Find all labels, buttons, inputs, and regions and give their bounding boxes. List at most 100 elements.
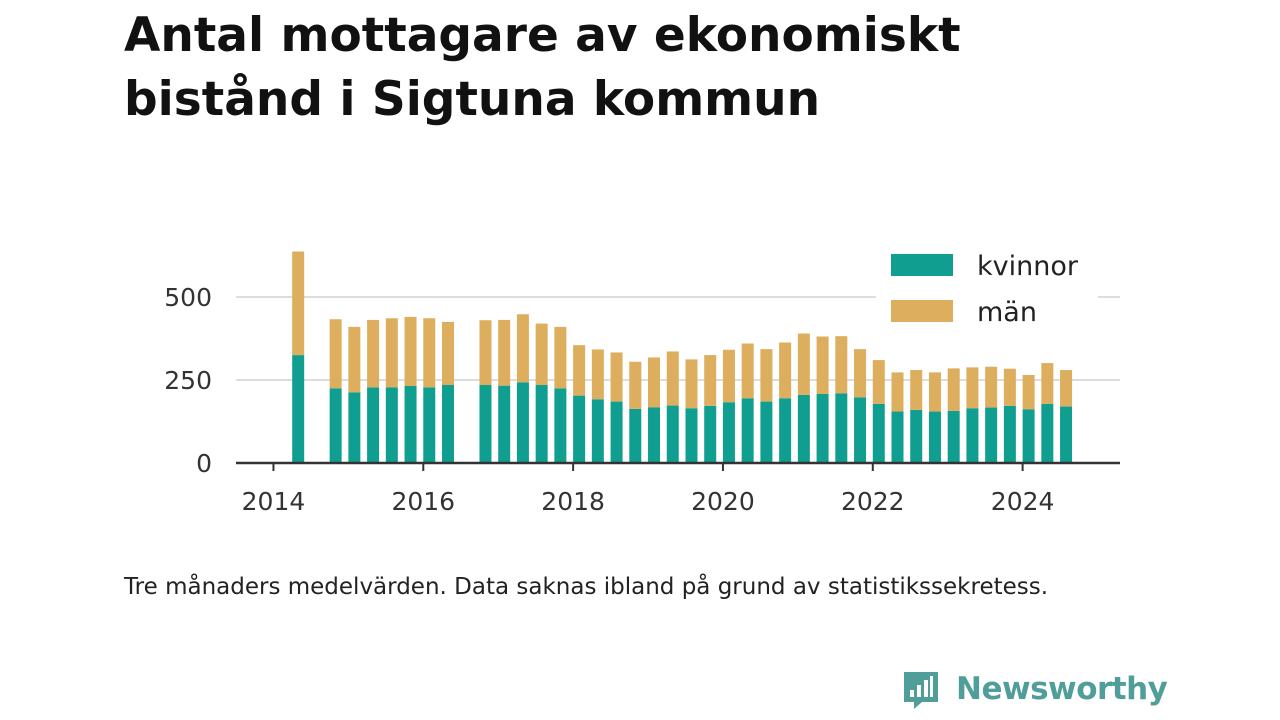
- bar-kvinnor-5: [404, 385, 417, 463]
- bar-man-33: [947, 368, 960, 411]
- bar-chart-badge-icon: [904, 672, 938, 709]
- y-tick-label-0: 0: [196, 449, 212, 478]
- bar-man-27: [835, 336, 848, 394]
- bar-man-6: [423, 318, 436, 388]
- bar-kvinnor-11: [535, 384, 548, 463]
- bar-man-21: [722, 349, 735, 403]
- bar-kvinnor-28: [854, 397, 867, 463]
- legend-swatch-man: [891, 300, 953, 322]
- bar-kvinnor-36: [1003, 405, 1016, 463]
- bar-kvinnor-0: [292, 355, 305, 463]
- bar-man-12: [554, 326, 567, 389]
- bar-man-17: [648, 357, 661, 408]
- bar-man-32: [928, 372, 941, 412]
- bar-man-30: [891, 372, 904, 412]
- bar-man-10: [516, 314, 529, 383]
- y-tick-label-500: 500: [164, 283, 212, 312]
- bar-man-26: [816, 336, 829, 394]
- bar-kvinnor-1: [329, 388, 342, 463]
- bar-kvinnor-19: [685, 408, 698, 463]
- bar-man-28: [854, 349, 867, 398]
- bar-kvinnor-30: [891, 411, 904, 463]
- bar-man-11: [535, 323, 548, 385]
- bar-man-34: [966, 367, 979, 409]
- bar-kvinnor-6: [423, 387, 436, 463]
- bar-man-5: [404, 316, 417, 386]
- bar-man-37: [1022, 375, 1035, 410]
- bar-man-19: [685, 359, 698, 409]
- bar-kvinnor-17: [648, 407, 661, 463]
- bar-kvinnor-35: [985, 407, 998, 463]
- bar-kvinnor-32: [928, 411, 941, 463]
- bar-man-20: [704, 355, 717, 406]
- bar-man-29: [872, 360, 885, 404]
- bar-kvinnor-34: [966, 408, 979, 463]
- legend: kvinnor män: [876, 244, 1098, 336]
- axes: 0 250 500 2014 2016 2018 2020 2022 2024: [164, 283, 1120, 516]
- bar-man-2: [348, 326, 361, 393]
- bar-man-16: [629, 361, 642, 409]
- bar-kvinnor-29: [872, 403, 885, 463]
- x-tick-label-2020: 2020: [691, 487, 755, 516]
- bar-man-9: [498, 319, 511, 386]
- bar-man-0: [292, 251, 305, 356]
- bar-kvinnor-12: [554, 388, 567, 463]
- bar-man-22: [741, 343, 754, 399]
- bar-kvinnor-20: [704, 405, 717, 463]
- bar-kvinnor-33: [947, 410, 960, 463]
- bar-kvinnor-15: [610, 401, 623, 463]
- bar-man-25: [797, 333, 810, 395]
- bar-kvinnor-14: [591, 399, 604, 463]
- bar-kvinnor-7: [442, 384, 455, 463]
- bar-man-3: [367, 319, 380, 388]
- x-tick-label-2024: 2024: [991, 487, 1055, 516]
- bar-kvinnor-23: [760, 401, 773, 463]
- bar-kvinnor-37: [1022, 409, 1035, 463]
- bar-man-35: [985, 366, 998, 408]
- brand-name: Newsworthy: [956, 671, 1168, 707]
- bar-kvinnor-31: [910, 409, 923, 463]
- legend-label-kvinnor: kvinnor: [977, 251, 1079, 282]
- bar-man-4: [385, 318, 398, 388]
- bar-man-8: [479, 320, 492, 385]
- chart-title: Antal mottagare av ekonomiskt bistånd i …: [124, 8, 961, 127]
- bar-man-38: [1041, 363, 1054, 404]
- bar-series: [292, 251, 1073, 463]
- bar-kvinnor-21: [722, 402, 735, 463]
- bar-man-36: [1003, 368, 1016, 406]
- x-tick-label-2022: 2022: [841, 487, 905, 516]
- bar-man-13: [573, 345, 586, 396]
- bar-kvinnor-13: [573, 395, 586, 463]
- bar-kvinnor-10: [516, 382, 529, 463]
- bar-man-24: [779, 342, 792, 399]
- bar-kvinnor-22: [741, 398, 754, 463]
- bar-kvinnor-27: [835, 393, 848, 463]
- bar-kvinnor-39: [1060, 406, 1073, 463]
- bar-kvinnor-3: [367, 387, 380, 463]
- bar-kvinnor-8: [479, 384, 492, 463]
- bar-man-39: [1060, 370, 1073, 407]
- y-tick-label-250: 250: [164, 366, 212, 395]
- x-tick-label-2016: 2016: [391, 487, 455, 516]
- bar-kvinnor-24: [779, 398, 792, 463]
- chart-footnote: Tre månaders medelvärden. Data saknas ib…: [124, 574, 1049, 600]
- bar-kvinnor-2: [348, 392, 361, 463]
- brand-logo: Newsworthy: [900, 668, 1168, 710]
- bar-man-31: [910, 370, 923, 410]
- bar-kvinnor-16: [629, 408, 642, 463]
- stacked-bar-chart: 0 250 500 2014 2016 2018 2020 2022 2024 kvinnor m…: [164, 244, 1120, 516]
- bar-kvinnor-26: [816, 393, 829, 463]
- bar-man-14: [591, 349, 604, 400]
- legend-label-man: män: [977, 297, 1037, 328]
- bar-kvinnor-25: [797, 394, 810, 463]
- x-tick-label-2014: 2014: [242, 487, 306, 516]
- bar-man-23: [760, 349, 773, 402]
- bar-man-18: [666, 351, 679, 406]
- bar-kvinnor-9: [498, 385, 511, 463]
- bar-man-7: [442, 321, 455, 385]
- x-tick-label-2018: 2018: [541, 487, 605, 516]
- bar-kvinnor-18: [666, 405, 679, 463]
- bar-kvinnor-4: [385, 387, 398, 463]
- bar-man-15: [610, 352, 623, 402]
- legend-swatch-kvinnor: [891, 254, 953, 276]
